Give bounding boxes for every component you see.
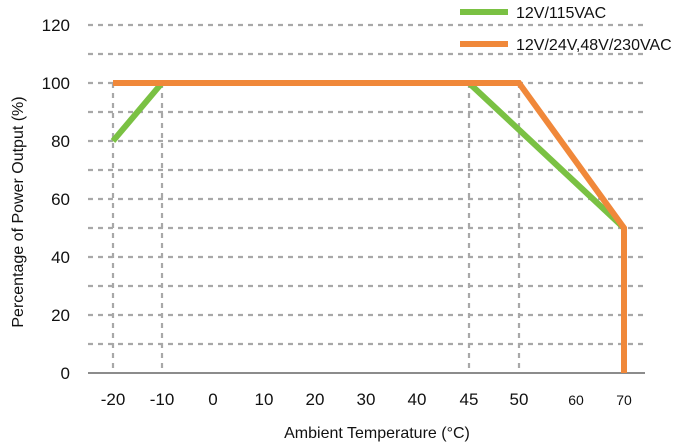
y-tick-label: 0 — [61, 364, 70, 383]
y-tick-label: 100 — [42, 74, 70, 93]
y-tick-label: 40 — [51, 248, 70, 267]
x-tick-label: 45 — [460, 390, 479, 409]
x-tick-label: 40 — [408, 390, 427, 409]
y-tick-label: 20 — [51, 306, 70, 325]
y-axis-title: Percentage of Power Output (%) — [10, 96, 27, 327]
tick-labels: 0 20 40 60 80 100 120 -20 -10 0 10 20 30 40 45 50 60 70 — [42, 16, 632, 409]
y-tick-label: 120 — [42, 16, 70, 35]
x-axis-title: Ambient Temperature (°C) — [284, 425, 470, 442]
x-tick-label: 60 — [568, 392, 584, 408]
y-tick-label: 60 — [51, 190, 70, 209]
x-tick-label: 10 — [255, 390, 274, 409]
legend-label-1: 12V/115VAC — [516, 5, 606, 22]
x-tick-label: 70 — [616, 392, 632, 408]
series-lines — [110, 80, 627, 373]
legend: 12V/115VAC 12V/24V,48V/230VAC — [460, 5, 672, 54]
grid-lines — [88, 23, 645, 373]
y-tick-label: 80 — [51, 132, 70, 151]
x-tick-label: 50 — [510, 390, 529, 409]
x-tick-label: -10 — [150, 390, 175, 409]
x-tick-label: 30 — [357, 390, 376, 409]
legend-label-2: 12V/24V,48V/230VAC — [516, 37, 672, 54]
x-tick-label: 0 — [208, 390, 217, 409]
series-line-1 — [110, 80, 627, 231]
x-tick-label: 20 — [306, 390, 325, 409]
x-tick-label: -20 — [101, 390, 126, 409]
series-line-2 — [113, 80, 627, 373]
